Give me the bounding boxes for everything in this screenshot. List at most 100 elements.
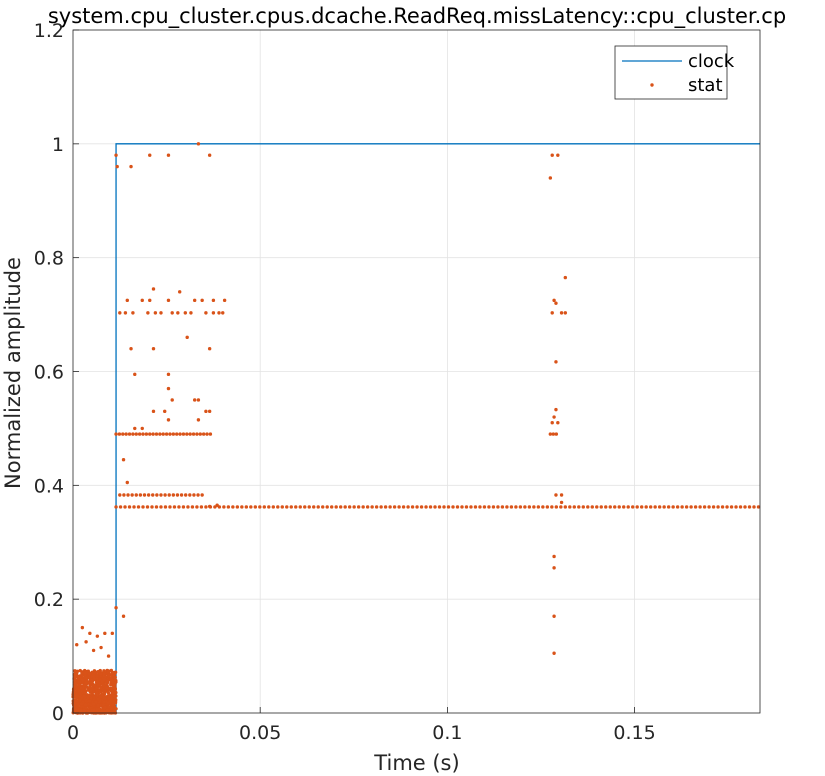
stat-point	[91, 648, 96, 653]
stat-point	[599, 505, 603, 509]
stat-point	[556, 421, 560, 425]
stat-point	[491, 505, 496, 509]
stat-point	[191, 432, 196, 436]
stat-point	[114, 153, 118, 157]
stat-point	[626, 505, 630, 509]
stat-point	[73, 669, 77, 673]
stat-point	[199, 505, 204, 509]
stat-point	[159, 493, 163, 497]
stat-point	[102, 677, 107, 682]
stat-point	[639, 505, 644, 509]
stat-point	[204, 505, 208, 509]
stat-point	[99, 685, 103, 690]
stat-point	[554, 493, 558, 497]
stat-point	[581, 505, 585, 509]
stat-point	[106, 686, 111, 691]
stat-point	[550, 153, 554, 157]
stat-point	[201, 432, 206, 436]
stat-point	[307, 505, 311, 509]
stat-point	[550, 505, 554, 509]
stat-point	[107, 695, 111, 700]
stat-point	[106, 670, 111, 674]
stat-point	[702, 505, 707, 509]
stat-point	[79, 704, 84, 709]
stat-point	[244, 505, 249, 509]
stat-point	[410, 505, 415, 509]
stat-point	[167, 493, 171, 497]
stat-point	[240, 505, 244, 509]
stat-point	[81, 687, 85, 691]
stat-point	[166, 386, 171, 391]
y-tick-label: 0.8	[34, 248, 64, 270]
stat-point	[80, 696, 84, 700]
y-axis-label: Normalized amplitude	[1, 257, 25, 489]
legend-box	[614, 45, 728, 100]
stat-point	[195, 505, 199, 509]
stat-point	[125, 298, 129, 303]
stat-point	[168, 432, 172, 436]
stat-point	[102, 671, 106, 676]
stat-point	[106, 654, 111, 658]
stat-point	[86, 696, 90, 700]
stat-point	[76, 702, 80, 706]
stat-point	[115, 164, 119, 169]
stat-point	[262, 505, 267, 509]
stat-point	[608, 505, 612, 509]
stat-point	[551, 432, 556, 436]
stat-point	[207, 347, 212, 351]
stat-point	[189, 311, 193, 315]
stat-point	[635, 505, 639, 509]
stat-point	[163, 505, 168, 509]
stat-point	[563, 505, 568, 509]
stat-point	[79, 708, 83, 713]
stat-point	[684, 505, 689, 509]
stat-point	[121, 458, 126, 462]
stat-point	[117, 432, 122, 436]
stat-point	[73, 681, 78, 686]
stat-point	[500, 505, 505, 509]
stat-point	[190, 505, 195, 509]
stat-point	[211, 311, 216, 315]
stat-point	[125, 480, 129, 485]
stat-point	[138, 493, 143, 497]
y-tick-label: 0.2	[34, 589, 64, 611]
stat-point	[213, 505, 217, 509]
stat-point	[415, 505, 419, 509]
stat-point	[208, 505, 213, 509]
stat-point	[95, 691, 99, 696]
stat-point	[140, 298, 144, 303]
stat-point	[550, 421, 554, 425]
stat-point	[509, 505, 514, 509]
stat-point	[181, 505, 186, 509]
stat-point	[84, 640, 88, 644]
stat-point	[84, 706, 88, 710]
x-axis-label: Time (s)	[373, 751, 459, 775]
stat-point	[478, 505, 482, 509]
stat-point	[183, 493, 188, 497]
stat-point	[101, 703, 106, 707]
stat-point	[148, 153, 152, 157]
legend-label-stat: stat	[688, 75, 723, 96]
stat-point	[205, 432, 209, 436]
stat-point	[164, 432, 169, 436]
stat-point	[200, 493, 204, 497]
stat-point	[88, 690, 93, 694]
stat-point	[80, 678, 85, 682]
stat-point	[87, 671, 92, 676]
stat-point	[221, 311, 225, 315]
stat-point	[460, 505, 464, 509]
stat-point	[428, 505, 433, 509]
stat-point	[276, 505, 280, 509]
stat-point	[79, 702, 84, 706]
stat-point	[613, 505, 617, 509]
stat-point	[554, 432, 559, 436]
stat-point	[151, 409, 156, 414]
stat-point	[105, 708, 109, 712]
stat-point	[91, 677, 96, 681]
stat-point	[464, 505, 469, 509]
stat-point	[352, 505, 356, 509]
stat-point	[455, 505, 460, 509]
stat-point	[129, 164, 133, 169]
stat-point	[653, 505, 657, 509]
stat-point	[91, 702, 96, 706]
